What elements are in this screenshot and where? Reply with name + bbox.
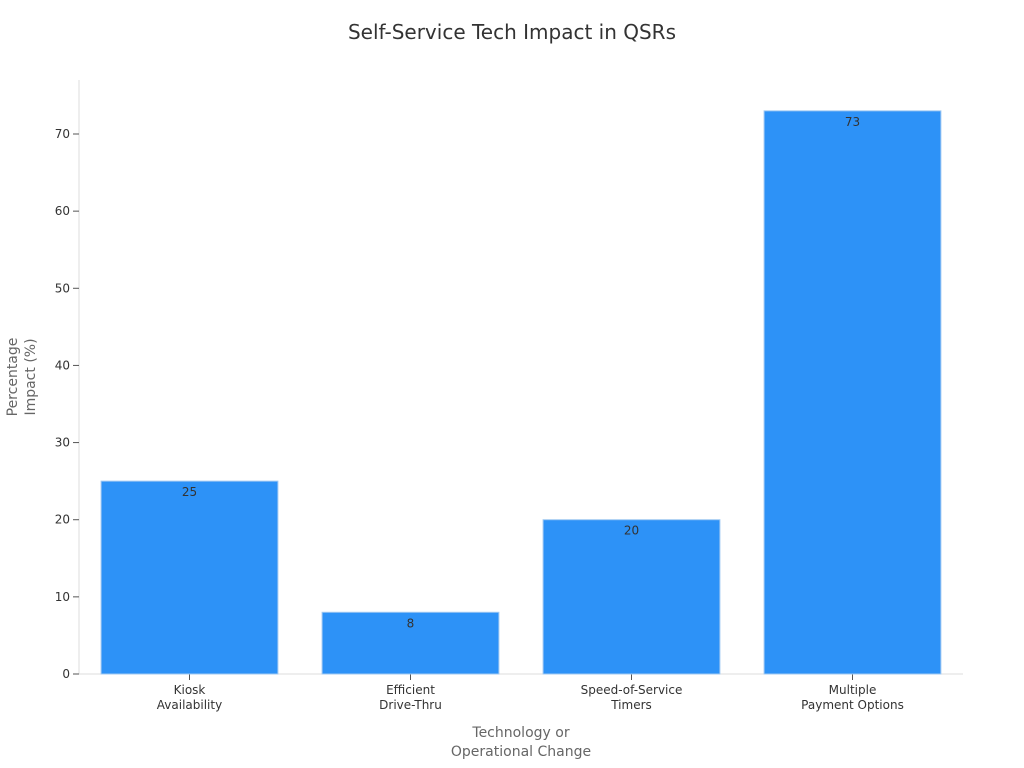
bar (100, 480, 279, 675)
bar (321, 611, 500, 675)
y-axis-title: Percentage Impact (%) (5, 338, 39, 417)
y-tick-label: 30 (55, 436, 70, 450)
y-tick-label: 0 (62, 667, 70, 681)
data-label: 8 (407, 616, 415, 630)
x-axis-title: Technology or Operational Change (451, 725, 591, 760)
y-tick-label: 50 (55, 281, 70, 295)
bar (763, 110, 942, 675)
bar (542, 519, 721, 675)
y-tick-label: 10 (55, 590, 70, 604)
x-tick-label: Multiple Payment Options (801, 683, 904, 712)
y-tick-label: 60 (55, 204, 70, 218)
y-tick-label: 70 (55, 127, 70, 141)
data-label: 25 (182, 485, 197, 499)
x-tick-label: Efficient Drive-Thru (379, 683, 442, 712)
bars (100, 110, 942, 675)
data-label: 73 (845, 115, 860, 129)
x-tick-label: Speed-of-Service Timers (581, 683, 683, 712)
y-tick-label: 20 (55, 513, 70, 527)
chart-title: Self-Service Tech Impact in QSRs (347, 20, 677, 44)
labels: 25 Kiosk Availability 8 Efficient Drive-Thru 2… (5, 115, 904, 760)
data-label: 20 (624, 524, 639, 538)
y-tick-label: 40 (55, 358, 70, 372)
x-tick-label: Kiosk Availability (157, 683, 222, 712)
